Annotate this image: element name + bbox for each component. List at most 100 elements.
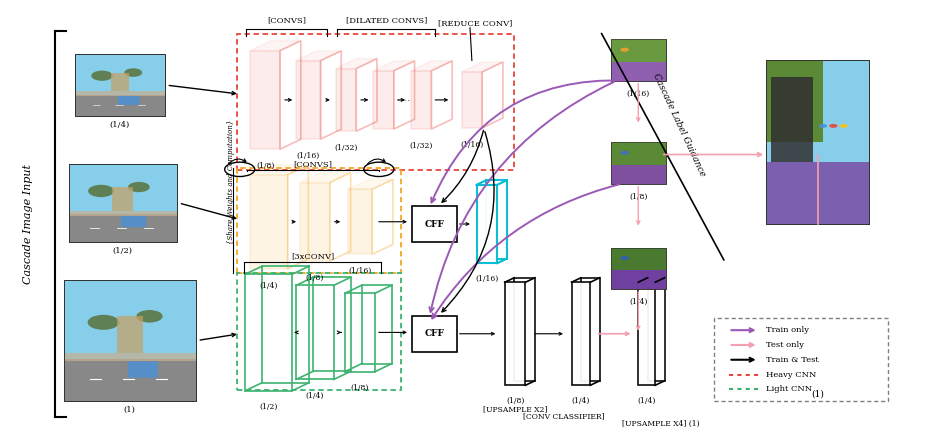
Text: (1/16): (1/16): [476, 275, 498, 283]
Polygon shape: [288, 165, 308, 269]
Text: (1/32): (1/32): [410, 142, 432, 150]
Text: CFF: CFF: [424, 220, 445, 228]
Text: (1): (1): [811, 390, 824, 399]
FancyBboxPatch shape: [611, 142, 666, 165]
Polygon shape: [581, 278, 600, 381]
Circle shape: [829, 124, 838, 128]
Polygon shape: [411, 71, 431, 129]
Text: Train only: Train only: [766, 326, 809, 334]
Text: (1/8): (1/8): [256, 162, 274, 170]
FancyBboxPatch shape: [611, 39, 666, 62]
Polygon shape: [296, 60, 321, 139]
Text: Test only: Test only: [766, 341, 804, 349]
Polygon shape: [411, 61, 452, 71]
Text: [UPSAMPLE X2]: [UPSAMPLE X2]: [483, 405, 547, 414]
FancyBboxPatch shape: [64, 358, 196, 401]
Text: [UPSAMPLE X4] (1): [UPSAMPLE X4] (1): [622, 420, 699, 428]
Polygon shape: [348, 179, 393, 189]
Text: (1/16): (1/16): [297, 151, 320, 159]
FancyBboxPatch shape: [117, 316, 143, 353]
Polygon shape: [250, 175, 288, 269]
Text: CFF: CFF: [424, 329, 445, 338]
Text: Heavy CNN: Heavy CNN: [766, 370, 817, 379]
Text: {Share Weights and Computation}: {Share Weights and Computation}: [227, 119, 235, 244]
FancyBboxPatch shape: [111, 73, 129, 91]
Polygon shape: [321, 51, 341, 139]
Circle shape: [620, 256, 629, 260]
Polygon shape: [336, 59, 377, 69]
Text: (1/16): (1/16): [627, 90, 650, 98]
Polygon shape: [462, 72, 482, 128]
Text: (1/8): (1/8): [306, 273, 324, 281]
Polygon shape: [250, 51, 280, 149]
FancyBboxPatch shape: [128, 362, 158, 378]
Polygon shape: [462, 62, 503, 72]
FancyBboxPatch shape: [766, 60, 870, 224]
FancyBboxPatch shape: [611, 248, 666, 289]
Text: [REDUCE CONV]: [REDUCE CONV]: [437, 19, 512, 27]
Circle shape: [91, 71, 113, 81]
Polygon shape: [250, 165, 308, 175]
Text: (1/16): (1/16): [461, 141, 483, 148]
Polygon shape: [431, 61, 452, 129]
FancyBboxPatch shape: [120, 216, 147, 227]
Polygon shape: [638, 282, 655, 385]
Polygon shape: [372, 179, 393, 254]
FancyBboxPatch shape: [64, 353, 196, 361]
FancyBboxPatch shape: [611, 142, 666, 184]
Text: (1/4): (1/4): [259, 281, 278, 289]
FancyBboxPatch shape: [64, 280, 196, 401]
FancyBboxPatch shape: [611, 39, 666, 81]
Text: Light CNN: Light CNN: [766, 385, 812, 393]
Polygon shape: [296, 51, 341, 60]
FancyBboxPatch shape: [771, 77, 812, 167]
FancyBboxPatch shape: [75, 54, 164, 116]
Text: (1/4): (1/4): [572, 396, 590, 405]
Polygon shape: [280, 41, 301, 149]
Text: [CONV CLASSIFIER]: [CONV CLASSIFIER]: [524, 412, 604, 420]
FancyBboxPatch shape: [714, 318, 888, 401]
Polygon shape: [486, 180, 507, 258]
FancyBboxPatch shape: [75, 91, 164, 96]
Polygon shape: [356, 59, 377, 131]
FancyBboxPatch shape: [75, 95, 164, 116]
FancyBboxPatch shape: [112, 187, 133, 211]
Circle shape: [620, 47, 629, 52]
FancyBboxPatch shape: [611, 248, 666, 271]
Circle shape: [819, 124, 827, 128]
Polygon shape: [336, 69, 356, 131]
Text: (1/2): (1/2): [112, 246, 133, 254]
Text: [CONVS]: [CONVS]: [293, 160, 333, 168]
Circle shape: [136, 310, 163, 323]
FancyBboxPatch shape: [69, 211, 177, 216]
Text: (1/2): (1/2): [259, 403, 278, 411]
Text: (1/16): (1/16): [349, 267, 371, 275]
Polygon shape: [348, 189, 372, 254]
Polygon shape: [373, 61, 415, 71]
FancyBboxPatch shape: [412, 316, 457, 352]
Text: (1/8): (1/8): [506, 396, 525, 405]
Circle shape: [87, 315, 119, 330]
Circle shape: [88, 185, 114, 197]
Polygon shape: [482, 62, 503, 128]
Text: ....: ....: [397, 93, 412, 103]
Text: Cascade Label Guidance: Cascade Label Guidance: [650, 73, 707, 178]
Polygon shape: [648, 278, 665, 381]
Text: [DILATED CONVS]: [DILATED CONVS]: [346, 17, 427, 25]
Polygon shape: [373, 71, 394, 129]
Text: Cascade Image Input: Cascade Image Input: [24, 164, 33, 284]
Text: [3xCONV]: [3xCONV]: [291, 252, 335, 260]
Text: (1/8): (1/8): [351, 384, 369, 392]
Polygon shape: [330, 172, 351, 261]
Circle shape: [620, 151, 629, 155]
Circle shape: [128, 182, 149, 192]
FancyBboxPatch shape: [69, 215, 177, 242]
FancyBboxPatch shape: [611, 271, 666, 289]
FancyBboxPatch shape: [611, 165, 666, 184]
Text: (1/4): (1/4): [637, 396, 656, 405]
Circle shape: [124, 68, 142, 77]
Text: (1/8): (1/8): [629, 193, 648, 201]
Text: [CONVS]: [CONVS]: [267, 17, 306, 25]
Text: (1/32): (1/32): [335, 144, 357, 152]
Polygon shape: [514, 278, 535, 381]
